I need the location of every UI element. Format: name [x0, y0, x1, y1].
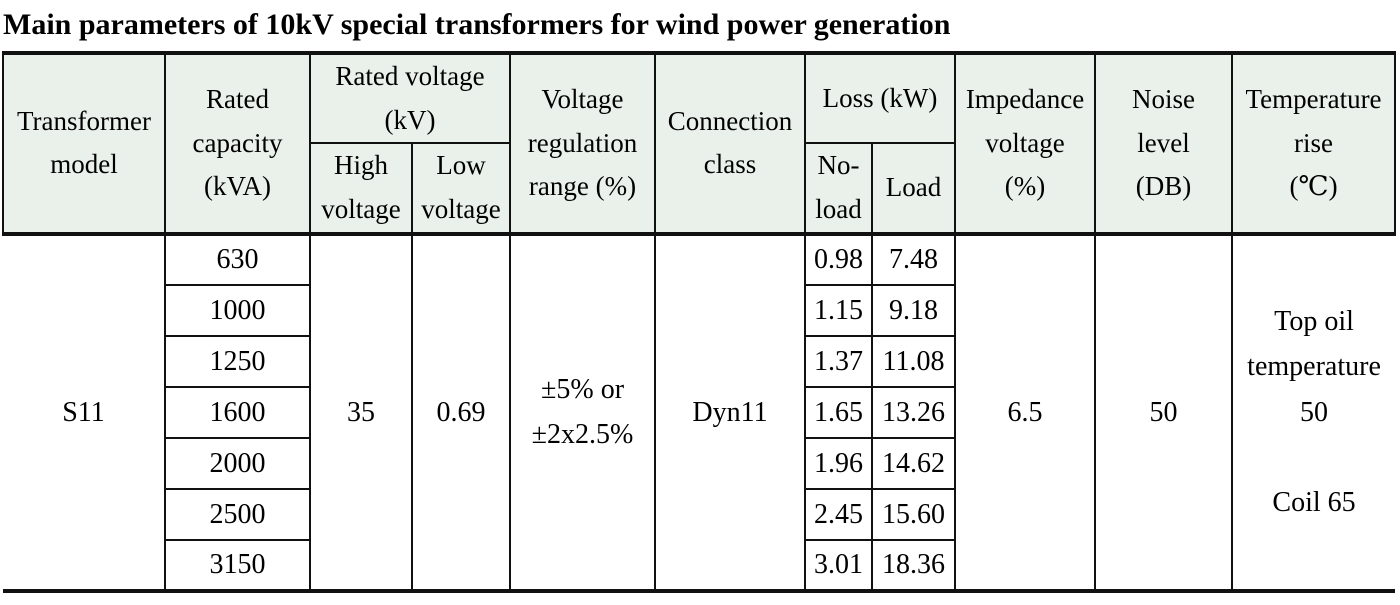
cell-load: 15.60	[872, 488, 957, 541]
header-row-top: Transformer model Rated capacity (kVA) R…	[2, 51, 1397, 236]
cell-rated-capacity: 2500	[165, 488, 311, 541]
cell-no-load: 1.15	[805, 284, 874, 337]
cell-low-voltage: 0.69	[412, 233, 512, 591]
col-header-no-load: No- load	[804, 142, 874, 236]
col-header-noise-level: Noise level (DB)	[1094, 52, 1234, 236]
cell-noise-level: 50	[1095, 233, 1234, 591]
cell-load: 7.48	[872, 233, 957, 286]
table-row: 3150 3.01 18.36	[3, 539, 1395, 592]
cell-transformer-model: S11	[3, 233, 166, 591]
table-body: S11 630 35 0.69 ±5% or ±2x2.5% Dyn11 0.9…	[3, 233, 1395, 592]
table-row: 1600 1.65 13.26	[3, 386, 1395, 439]
cell-impedance-voltage: 6.5	[955, 233, 1097, 591]
table-header: Transformer model Rated capacity (kVA) R…	[2, 51, 1397, 236]
table-row: 2000 1.96 14.62	[3, 437, 1395, 490]
col-header-temperature-rise: Temperature rise (℃)	[1231, 52, 1397, 236]
col-header-load: Load	[871, 142, 957, 236]
cell-load: 9.18	[872, 284, 957, 337]
cell-rated-capacity: 1000	[165, 284, 311, 337]
cell-rated-capacity: 1250	[165, 335, 311, 388]
cell-rated-capacity: 1600	[165, 386, 311, 439]
cell-no-load: 2.45	[805, 488, 874, 541]
header-row-sub: High voltage Low voltage No- load Load	[3, 142, 1395, 236]
cell-high-voltage: 35	[310, 233, 413, 591]
table-row: 1250 1.37 11.08	[3, 335, 1395, 388]
cell-connection-class: Dyn11	[655, 233, 807, 591]
table-row: S11 630 35 0.69 ±5% or ±2x2.5% Dyn11 0.9…	[3, 233, 1395, 591]
cell-rated-capacity: 2000	[165, 437, 311, 490]
col-header-impedance-voltage: Impedance voltage (%)	[954, 52, 1097, 236]
cell-no-load: 1.37	[805, 335, 874, 388]
col-header-high-voltage: High voltage	[309, 142, 413, 236]
cell-load: 13.26	[872, 386, 957, 439]
cell-no-load: 1.96	[805, 437, 874, 490]
col-header-rated-voltage-group: Rated voltage (kV)	[308, 51, 512, 145]
cell-rated-capacity: 630	[165, 233, 311, 286]
cell-load: 18.36	[872, 539, 957, 592]
cell-voltage-regulation: ±5% or ±2x2.5%	[510, 233, 657, 591]
col-header-voltage-regulation: Voltage regulation range (%)	[509, 52, 657, 236]
table-row: 2500 2.45 15.60	[3, 488, 1395, 541]
page-title: Main parameters of 10kV special transfor…	[3, 8, 951, 41]
col-header-transformer-model: Transformer model	[2, 52, 166, 236]
cell-load: 14.62	[872, 437, 957, 490]
col-header-low-voltage: Low voltage	[410, 142, 512, 236]
col-header-rated-capacity: Rated capacity (kVA)	[164, 52, 311, 236]
page: Main parameters of 10kV special transfor…	[0, 5, 1400, 605]
col-header-loss-group: Loss (kW)	[804, 51, 957, 145]
cell-no-load: 1.65	[805, 386, 874, 439]
cell-load: 11.08	[872, 335, 957, 388]
cell-no-load: 3.01	[805, 539, 874, 592]
table-row: 1000 1.15 9.18	[3, 284, 1395, 337]
col-header-connection-class: Connection class	[654, 52, 807, 236]
transformer-parameters-table: Transformer model Rated capacity (kVA) R…	[2, 51, 1397, 593]
cell-no-load: 0.98	[805, 233, 874, 286]
cell-temperature-rise: Top oil temperature 50 Coil 65	[1247, 306, 1381, 519]
cell-rated-capacity: 3150	[165, 539, 311, 592]
